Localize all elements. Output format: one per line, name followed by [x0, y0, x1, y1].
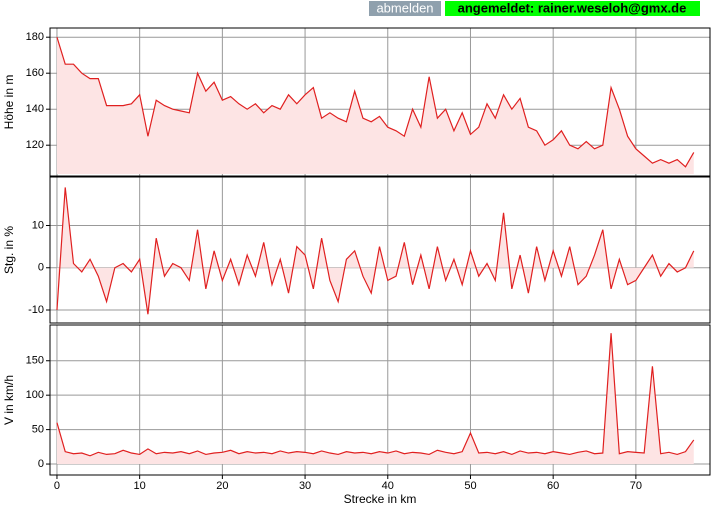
logout-label[interactable]: abmelden: [376, 0, 433, 15]
y-axis-label: Höhe in m: [2, 75, 16, 130]
y-tick-label: 120: [26, 139, 44, 151]
y-tick-label: 0: [38, 458, 44, 470]
area-fill: [56, 37, 694, 175]
y-tick-label: -10: [28, 304, 44, 316]
status-box: [445, 1, 700, 16]
y-tick-label: 100: [26, 389, 44, 401]
line: [56, 187, 695, 315]
x-tick-label: 10: [134, 480, 146, 492]
x-tick-label: 60: [547, 480, 559, 492]
panel-border: [49, 27, 711, 177]
y-tick-label: 150: [26, 355, 44, 367]
x-tick-label: 30: [299, 480, 311, 492]
y-tick-label: 10: [32, 219, 44, 231]
x-tick-label: 0: [54, 480, 60, 492]
panel-border: [49, 324, 711, 476]
x-axis-label: Strecke in km: [344, 492, 417, 506]
line: [56, 37, 695, 168]
panel-border: [49, 176, 711, 324]
x-tick-label: 50: [464, 480, 476, 492]
status-label: angemeldet: rainer.weseloh@gmx.de: [458, 0, 687, 15]
y-tick-label: 140: [26, 103, 44, 115]
y-tick-label: 160: [26, 67, 44, 79]
y-axis-label: V in km/h: [2, 375, 16, 425]
y-tick-label: 180: [26, 31, 44, 43]
y-axis-label: Stg. in %: [2, 226, 16, 274]
line: [56, 333, 695, 457]
y-tick-label: 0: [38, 262, 44, 274]
x-tick-label: 70: [630, 480, 642, 492]
x-tick-label: 20: [216, 480, 228, 492]
y-tick-label: 50: [32, 424, 44, 436]
x-tick-label: 40: [382, 480, 394, 492]
logout-button[interactable]: [369, 1, 441, 16]
